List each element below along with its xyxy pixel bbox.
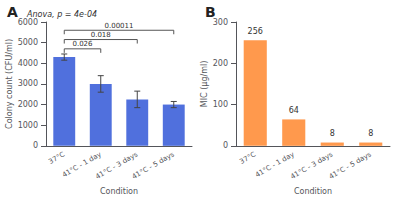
svg-text:37°C: 37°C [238,150,257,166]
svg-text:64: 64 [289,106,299,115]
svg-text:5000: 5000 [18,38,38,47]
svg-text:Condition: Condition [294,187,332,196]
svg-text:300: 300 [212,17,228,27]
svg-text:41°C - 5 days: 41°C - 5 days [328,150,373,181]
svg-text:0.026: 0.026 [72,40,93,48]
svg-text:B: B [205,4,216,20]
svg-text:37°C: 37°C [47,150,66,166]
svg-text:Condition: Condition [100,187,138,196]
svg-text:41°C - 3 days: 41°C - 3 days [289,150,334,181]
svg-text:3000: 3000 [18,79,38,88]
svg-text:200: 200 [213,59,228,68]
svg-text:Colony count (CFU/ml): Colony count (CFU/ml) [5,39,14,129]
svg-text:0: 0 [223,141,228,150]
svg-text:41°C - 3 days: 41°C - 3 days [94,150,140,181]
svg-text:2000: 2000 [18,100,38,109]
svg-text:41°C - 5 days: 41°C - 5 days [131,150,176,181]
svg-text:A: A [7,4,18,20]
svg-text:256: 256 [248,27,263,36]
svg-text:0.00011: 0.00011 [105,22,134,30]
svg-text:Anova, p = 4e-04: Anova, p = 4e-04 [26,10,97,19]
svg-text:6000: 6000 [18,18,38,27]
svg-text:0: 0 [33,141,38,150]
svg-text:1000: 1000 [18,121,38,130]
svg-text:4000: 4000 [18,59,38,68]
svg-text:8: 8 [330,129,335,138]
svg-text:41°C - 1 day: 41°C - 1 day [253,150,296,180]
svg-text:100: 100 [213,100,228,109]
svg-text:MIC (μg/ml): MIC (μg/ml) [200,61,209,108]
svg-text:8: 8 [368,129,373,138]
svg-text:0.018: 0.018 [91,31,111,39]
svg-text:41°C - 1 day: 41°C - 1 day [60,150,103,180]
